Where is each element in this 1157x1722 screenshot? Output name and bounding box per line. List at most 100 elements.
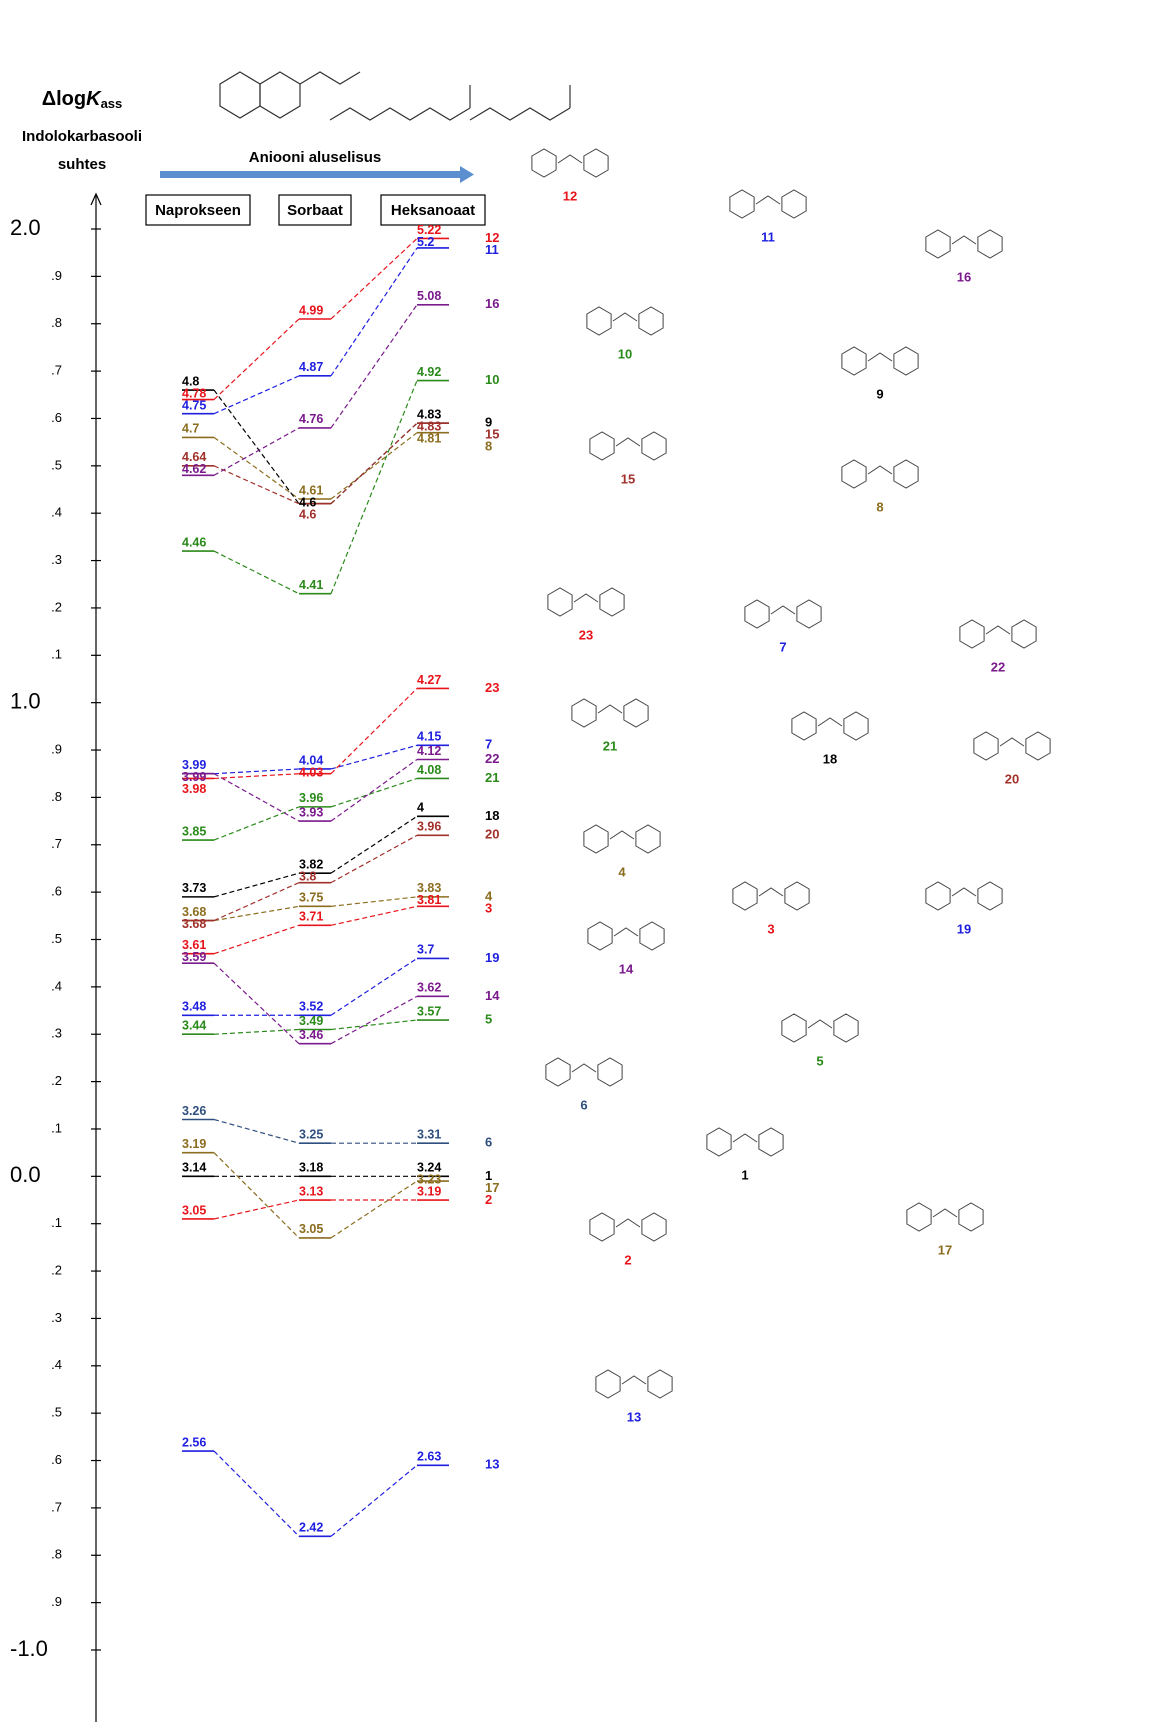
- structure-ring: [842, 347, 866, 375]
- series-label: 10: [485, 372, 499, 387]
- value-label: 4.6: [299, 507, 316, 521]
- structure-ring: [978, 882, 1002, 910]
- connector: [331, 423, 417, 504]
- value-label: 3.13: [299, 1184, 323, 1198]
- value-label: 3.25: [299, 1127, 323, 1141]
- structure-ring: [642, 1213, 666, 1241]
- connector: [214, 873, 299, 897]
- series-label: 18: [485, 808, 499, 823]
- value-label: 4.75: [182, 398, 206, 412]
- y-tick-label: .8: [51, 315, 62, 330]
- y-tick-label: 0.0: [10, 1162, 41, 1187]
- value-label: 3.98: [182, 782, 206, 796]
- value-label: 4.92: [417, 365, 441, 379]
- y-tick-label: .4: [51, 978, 62, 993]
- value-label: 3.05: [182, 1203, 206, 1217]
- structure-label: 15: [621, 471, 635, 486]
- connector: [331, 778, 417, 806]
- structure-label: 22: [991, 659, 1005, 674]
- series-label: 22: [485, 751, 499, 766]
- structure-bond: [808, 1020, 832, 1028]
- structure-ring: [584, 149, 608, 177]
- value-label: 3.68: [182, 917, 206, 931]
- connector: [214, 883, 299, 921]
- value-label: 3.7: [417, 943, 434, 957]
- structure-label: 11: [761, 229, 775, 244]
- value-label: 4.41: [299, 578, 323, 592]
- structure-bond: [771, 606, 795, 614]
- value-label: 4.87: [299, 360, 323, 374]
- structure-bond: [622, 1376, 646, 1384]
- category-label: Heksanoaat: [391, 202, 475, 219]
- series-label: 14: [485, 988, 500, 1003]
- connector: [214, 774, 299, 779]
- structure-ring: [640, 922, 664, 950]
- y-title-line: Indolokarbasooli: [22, 128, 142, 145]
- y-tick-label: 1.0: [10, 688, 41, 713]
- y-tick-label: .5: [51, 457, 62, 472]
- value-label: 3.73: [182, 881, 206, 895]
- value-label: 4: [417, 801, 424, 815]
- connector: [214, 906, 299, 920]
- structure-bond: [818, 718, 842, 726]
- structure-bond: [952, 888, 976, 896]
- series-label: 21: [485, 770, 499, 785]
- value-label: 4.7: [182, 422, 199, 436]
- value-label: 3.19: [182, 1137, 206, 1151]
- structure-label: 13: [627, 1409, 641, 1424]
- structure-label: 1: [741, 1167, 748, 1182]
- connector: [331, 248, 417, 376]
- connector: [331, 433, 417, 499]
- series-label: 11: [485, 242, 499, 257]
- value-label: 2.63: [417, 1450, 441, 1464]
- structure-ring: [587, 307, 611, 335]
- structure-ring: [572, 699, 596, 727]
- value-label: 4.81: [417, 432, 441, 446]
- structure-bond: [1000, 738, 1024, 746]
- arrow-head: [460, 166, 474, 183]
- value-label: 4.03: [299, 765, 323, 779]
- structure-ring: [588, 922, 612, 950]
- connector: [331, 958, 417, 1015]
- connector: [331, 238, 417, 319]
- connector: [214, 466, 299, 504]
- value-label: 3.49: [299, 1014, 323, 1028]
- structure-label: 10: [618, 346, 632, 361]
- connector: [331, 760, 417, 822]
- structure-ring: [785, 882, 809, 910]
- y-tick-label: .5: [51, 1405, 62, 1420]
- structure-ring: [926, 882, 950, 910]
- value-label: 4.99: [299, 303, 323, 317]
- structure-ring: [745, 600, 769, 628]
- series-label: 13: [485, 1457, 499, 1472]
- series-label: 20: [485, 827, 499, 842]
- structure-label: 4: [618, 864, 626, 879]
- structure-bond: [572, 1064, 596, 1072]
- connector: [331, 816, 417, 873]
- anion-structures: [220, 72, 570, 120]
- y-title-subscript: ass: [101, 96, 123, 111]
- structure-label: 20: [1005, 771, 1019, 786]
- value-label: 3.26: [182, 1104, 206, 1118]
- structure-bond: [613, 313, 637, 321]
- connector: [331, 1465, 417, 1536]
- value-label: 3.46: [299, 1028, 323, 1042]
- connector: [331, 1181, 417, 1238]
- y-tick-label: .3: [51, 552, 62, 567]
- y-tick-label: .7: [51, 836, 62, 851]
- value-label: 4.46: [182, 535, 206, 549]
- y-title-text: Δlog: [42, 88, 86, 110]
- y-tick-label: .5: [51, 931, 62, 946]
- structure-ring: [648, 1370, 672, 1398]
- value-label: 3.96: [417, 820, 441, 834]
- y-tick-label: .1: [51, 647, 62, 662]
- connector: [214, 1153, 299, 1238]
- y-tick-label: .7: [51, 363, 62, 378]
- value-label: 3.85: [182, 824, 206, 838]
- y-tick-label: -1.0: [10, 1636, 48, 1661]
- structure-ring: [707, 1128, 731, 1156]
- structure-ring: [926, 230, 950, 258]
- connector: [214, 319, 299, 400]
- structure-ring: [600, 588, 624, 616]
- value-label: 3.75: [299, 891, 323, 905]
